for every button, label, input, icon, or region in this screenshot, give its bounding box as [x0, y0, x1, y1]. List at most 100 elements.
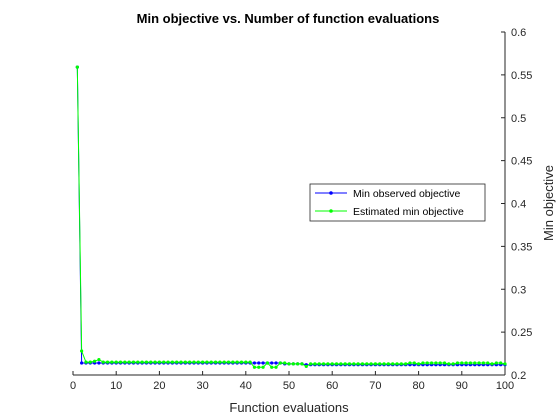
- series-1-point: [503, 362, 507, 366]
- x-tick-label: 70: [369, 380, 381, 392]
- series-1-point: [291, 362, 295, 366]
- legend-marker-observed: [329, 191, 333, 195]
- series-1-point: [170, 360, 174, 364]
- series-1-point: [149, 360, 153, 364]
- series-1-point: [93, 359, 97, 363]
- series-1-point: [226, 360, 231, 364]
- x-tick-label: 90: [456, 380, 468, 392]
- series-1-point: [425, 361, 429, 365]
- series-1-point: [339, 362, 343, 366]
- series-1-point: [123, 360, 127, 364]
- series-1-point: [321, 362, 326, 366]
- series-1-point: [114, 360, 118, 364]
- series-1-point: [421, 361, 425, 365]
- series-0-point: [257, 361, 261, 365]
- legend-box: [309, 183, 486, 222]
- series-1-point: [166, 360, 170, 364]
- x-tick-label: 100: [496, 380, 514, 392]
- series-1-point: [84, 360, 88, 364]
- series-1-point: [347, 362, 352, 366]
- x-tick-label: 30: [196, 380, 208, 392]
- series-1-point: [157, 360, 161, 364]
- series-1-point: [278, 361, 282, 365]
- series-1-point: [235, 360, 239, 364]
- series-0-point: [270, 361, 274, 365]
- series-1-point: [183, 360, 187, 364]
- series-1-point: [382, 362, 386, 366]
- series-1-point: [75, 65, 79, 69]
- series-1-point: [274, 365, 278, 369]
- series-1-point: [175, 360, 179, 364]
- series-0-point: [252, 361, 257, 365]
- series-1-point: [101, 360, 105, 364]
- legend: Min observed objective Estimated min obj…: [309, 183, 486, 222]
- series-1-point: [365, 362, 369, 366]
- y-tick-label: 0.5: [511, 113, 526, 125]
- series-1-point: [287, 362, 291, 366]
- series-1-point: [300, 362, 304, 366]
- series-1-point: [205, 360, 209, 364]
- x-tick-label: 0: [70, 380, 76, 392]
- series-1-point: [369, 362, 373, 366]
- series-0-point: [80, 361, 84, 365]
- series-1-point: [373, 362, 377, 366]
- x-tick-label: 20: [153, 380, 165, 392]
- series-1-point: [438, 361, 442, 365]
- y-tick-label: 0.6: [511, 27, 526, 39]
- y-axis-label: Min objective: [541, 165, 556, 241]
- series-1-point: [417, 362, 421, 366]
- series-1-point: [248, 360, 252, 364]
- series-1-point: [468, 361, 473, 365]
- y-tick-label: 0.55: [511, 70, 532, 82]
- series-1-point: [481, 361, 485, 365]
- series-1-point: [252, 365, 257, 369]
- series-1-point: [451, 362, 455, 366]
- series-1-point: [399, 362, 403, 366]
- series-1-point: [309, 362, 313, 366]
- series-1-point: [179, 360, 183, 364]
- series-1-point: [188, 360, 192, 364]
- series-1-point: [131, 360, 136, 364]
- series-1-point: [127, 360, 131, 364]
- series-1-point: [330, 362, 334, 366]
- series-1-point: [296, 362, 300, 366]
- series-0-point: [97, 361, 101, 365]
- series-1-point: [378, 362, 382, 366]
- series-1-point: [404, 362, 408, 366]
- chart-title: Min objective vs. Number of function eva…: [137, 11, 440, 26]
- series-1-point: [434, 361, 438, 365]
- series-1-point: [360, 362, 365, 366]
- series-1-point: [447, 362, 451, 366]
- series-1-point: [201, 360, 205, 364]
- series-layer: [75, 65, 507, 369]
- series-0-point: [274, 361, 278, 365]
- x-ticks: 0 10 20 30 40 50 60 70 80 90 100: [70, 371, 514, 392]
- series-1-point: [244, 360, 248, 364]
- series-1-point: [118, 360, 123, 364]
- y-ticks: 0.2 0.25 0.3 0.35 0.4 0.45 0.5 0.55 0.6: [501, 27, 532, 382]
- series-1-point: [343, 362, 347, 366]
- series-1-point: [486, 361, 490, 365]
- series-1-point: [304, 364, 308, 369]
- series-0-point: [261, 361, 265, 365]
- series-1-point: [213, 360, 218, 364]
- series-1-point: [153, 360, 157, 364]
- y-tick-label: 0.4: [511, 199, 526, 211]
- series-1-point: [231, 360, 235, 364]
- series-1-point: [455, 361, 460, 365]
- series-1-point: [88, 360, 92, 364]
- series-1-point: [222, 360, 226, 364]
- legend-label-estimated: Estimated min objective: [353, 206, 464, 218]
- x-tick-label: 10: [110, 380, 122, 392]
- series-1-point: [352, 362, 356, 366]
- series-1-point: [257, 365, 261, 369]
- series-line-1: [76, 67, 506, 368]
- series-1-point: [239, 360, 244, 364]
- series-1-point: [196, 360, 200, 364]
- y-tick-label: 0.3: [511, 284, 526, 296]
- series-1-point: [140, 360, 144, 364]
- series-1-point: [460, 361, 464, 365]
- series-1-point: [218, 360, 222, 364]
- series-1-point: [464, 361, 468, 365]
